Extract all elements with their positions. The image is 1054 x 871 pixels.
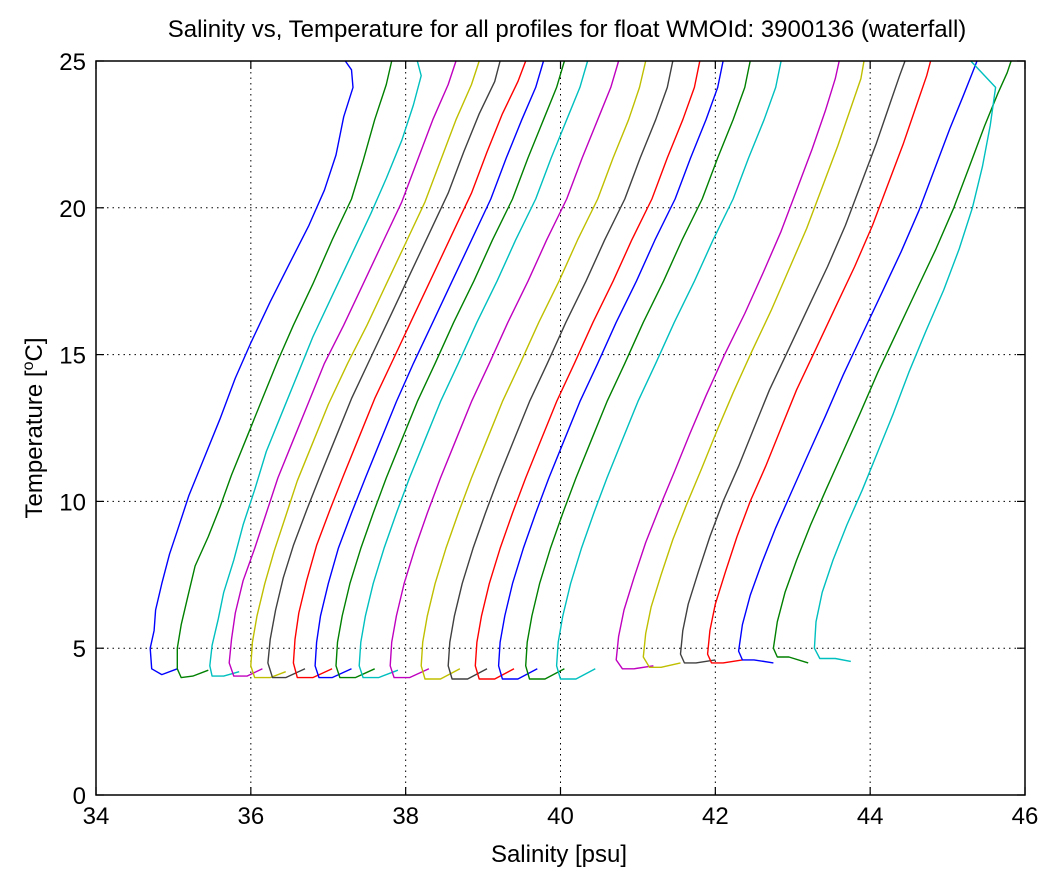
profile-line <box>706 60 932 664</box>
y-tick-label: 0 <box>73 783 86 810</box>
y-axis-label-tail: C] <box>21 338 48 362</box>
x-tick-label: 36 <box>237 803 264 830</box>
profile-line <box>772 60 1012 664</box>
x-tick-label: 34 <box>83 803 110 830</box>
profile-line <box>149 60 354 676</box>
profile-line <box>420 60 647 680</box>
profile-line <box>737 60 978 664</box>
y-tick-label: 5 <box>73 636 86 663</box>
profile-line <box>642 60 865 668</box>
y-tick-label: 10 <box>59 489 86 516</box>
x-tick-label: 46 <box>1012 803 1039 830</box>
profile-line <box>314 60 545 679</box>
profile-line <box>555 60 782 680</box>
y-tick-label: 15 <box>59 343 86 370</box>
profile-line <box>292 60 527 679</box>
profile-line <box>447 60 674 680</box>
x-tick-label: 40 <box>547 803 574 830</box>
profile-line <box>250 60 480 679</box>
x-tick-label: 44 <box>857 803 884 830</box>
chart-title: Salinity vs, Temperature for all profile… <box>168 16 967 43</box>
y-axis-label-superscript: o <box>20 361 37 370</box>
profile-line <box>679 60 906 664</box>
y-tick-label: 20 <box>59 196 86 223</box>
profile-line <box>267 60 501 679</box>
axis-ticks: 34 36 38 40 42 44 46 0 5 10 15 20 25 <box>59 49 1038 830</box>
profile-line <box>474 60 701 680</box>
profile-line <box>525 60 751 680</box>
profile-line <box>358 60 589 679</box>
profile-line <box>228 60 457 677</box>
profile-line <box>209 60 422 677</box>
x-tick-label: 42 <box>702 803 729 830</box>
y-tick-label: 25 <box>59 49 86 76</box>
x-axis-label: Salinity [psu] <box>491 841 627 868</box>
profile-line <box>176 60 393 679</box>
series-group <box>149 60 1012 680</box>
profile-line <box>335 60 566 679</box>
profile-line <box>813 60 997 663</box>
y-axis-label-main: Temperature [ <box>21 370 48 518</box>
x-tick-label: 38 <box>392 803 419 830</box>
profile-line <box>389 60 620 679</box>
profile-line <box>615 60 840 670</box>
profile-line <box>497 60 724 680</box>
y-axis-label: Temperature [oC] <box>20 338 48 519</box>
